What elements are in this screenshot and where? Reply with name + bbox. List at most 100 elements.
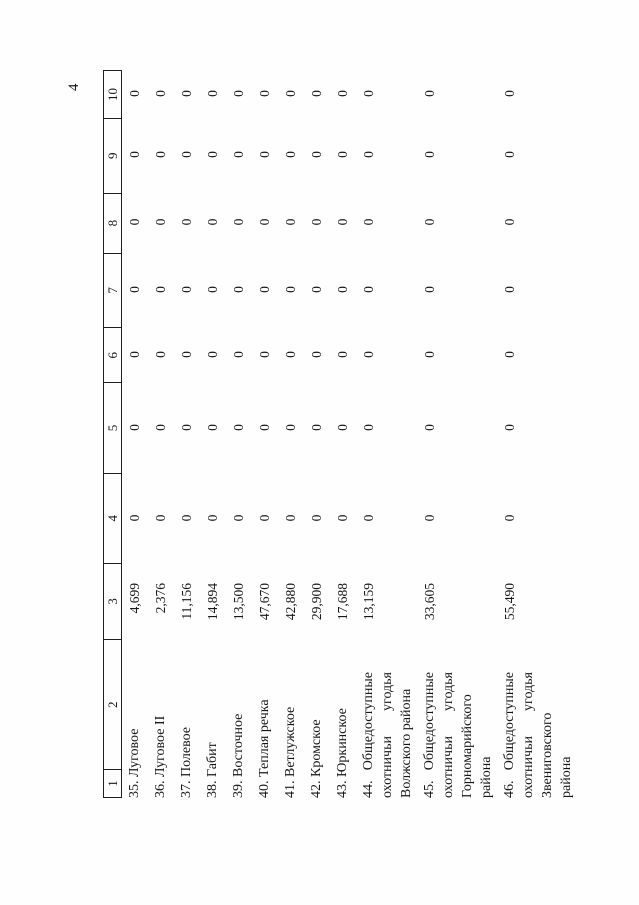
row-name-cell: 43. Юркинское [333,640,352,798]
row-zero-value: 0 [153,151,168,158]
row-zero-value: 0 [179,90,194,97]
row-zero-value: 0 [361,151,376,158]
row-zero-value: 0 [283,218,298,226]
row-area-value: 11,156 [179,583,194,620]
row-zero-value: 0 [335,514,350,522]
column-header: 2 [104,639,121,770]
row-zero-value: 0 [231,351,246,358]
table-row: 43. Юркинское 17,688 0 0 0 0 0 0 0 [333,70,352,798]
row-zero-value: 0 [127,286,142,293]
column-header: 8 [104,192,121,253]
row-zero-value: 0 [309,424,324,431]
row-zero-value: 0 [179,286,194,293]
row-zero-value: 0 [153,218,168,226]
row-name-cell: 40. Теплая речка [255,640,274,798]
row-zero-value: 0 [231,90,246,97]
row-area-value: 14,894 [205,583,220,621]
row-zero-value: 0 [127,514,142,522]
table-header-row: 1 2 3 4 5 6 7 8 9 10 [103,70,122,798]
row-zero-value: 0 [179,218,194,226]
row-zero-value: 0 [231,514,246,522]
row-zero-value: 0 [335,151,350,158]
row-area-value: 13,500 [231,583,246,621]
row-zero-value: 0 [179,351,194,358]
row-zero-value: 0 [422,218,437,226]
row-zero-value: 0 [283,424,298,431]
row-name-cell: 37. Полевое [177,640,196,798]
table-row: 38. Габит 14,894 0 0 0 0 0 0 0 [203,70,222,798]
row-name-text: 39. Восточное [231,713,246,798]
row-zero-value: 0 [502,90,517,97]
row-name-cell: 36. Луговое II [151,640,170,798]
row-zero-value: 0 [309,151,324,158]
row-zero-value: 0 [361,424,376,431]
column-header: 9 [104,117,121,193]
row-zero-value: 0 [283,151,298,158]
row-zero-value: 0 [335,286,350,293]
row-name-text: 46. Общедоступные охотничьи угодья Звени… [502,672,574,798]
row-name-cell: 42. Кромское [307,640,326,798]
row-name-text: 44. Общедоступные охотничьи угодья Волжс… [361,672,414,798]
row-zero-value: 0 [502,151,517,158]
table-row: 37. Полевое 11,156 0 0 0 0 0 0 0 [177,70,196,798]
row-zero-value: 0 [422,514,437,522]
row-area-value: 17,688 [335,583,350,621]
row-zero-value: 0 [422,90,437,97]
row-zero-value: 0 [335,218,350,226]
row-zero-value: 0 [361,286,376,293]
row-area-value: 33,605 [422,583,437,621]
table-row: 35. Луговое 4,699 0 0 0 0 0 0 0 [125,70,144,798]
table-row: 36. Луговое II 2,376 0 0 0 0 0 0 0 [151,70,170,798]
row-name-cell: 38. Габит [203,640,222,798]
column-header: 6 [104,327,121,383]
row-zero-value: 0 [205,351,220,358]
row-name-text: 41. Ветлужское [283,706,298,798]
table-row: 44. Общедоступные охотничьи угодья Волжс… [359,70,416,798]
row-zero-value: 0 [361,351,376,358]
row-zero-value: 0 [205,151,220,158]
row-name-cell: 45. Общедоступные охотничьи угодья Горно… [420,640,496,798]
row-area-value: 47,670 [257,583,272,621]
row-zero-value: 0 [309,351,324,358]
column-header: 4 [104,472,121,563]
row-zero-value: 0 [335,90,350,97]
row-zero-value: 0 [257,424,272,431]
row-zero-value: 0 [422,286,437,293]
row-name-cell: 46. Общедоступные охотничьи угодья Звени… [500,640,576,798]
row-zero-value: 0 [309,218,324,226]
row-zero-value: 0 [257,286,272,293]
row-zero-value: 0 [283,286,298,293]
row-name-text: 37. Полевое [179,726,194,798]
row-name-text: 42. Кромское [309,719,324,798]
table-row: 45. Общедоступные охотничьи угодья Горно… [420,70,496,798]
row-name-text: 38. Габит [205,742,220,798]
row-zero-value: 0 [502,286,517,293]
row-zero-value: 0 [153,514,168,522]
row-area-value: 2,376 [153,583,168,614]
row-name-cell: 44. Общедоступные охотничьи угодья Волжс… [359,640,416,798]
row-zero-value: 0 [257,514,272,522]
column-header: 3 [104,562,121,640]
row-zero-value: 0 [283,514,298,522]
row-name-cell: 39. Восточное [229,640,248,798]
table-row: 40. Теплая речка 47,670 0 0 0 0 0 0 0 [255,70,274,798]
row-zero-value: 0 [309,286,324,293]
row-zero-value: 0 [127,151,142,158]
row-zero-value: 0 [231,151,246,158]
row-zero-value: 0 [179,151,194,158]
table-row: 39. Восточное 13,500 0 0 0 0 0 0 0 [229,70,248,798]
row-area-value: 55,490 [502,583,517,621]
row-zero-value: 0 [153,351,168,358]
row-area-value: 42,880 [283,583,298,621]
row-zero-value: 0 [127,90,142,97]
row-zero-value: 0 [422,351,437,358]
row-zero-value: 0 [231,424,246,431]
row-zero-value: 0 [335,424,350,431]
row-zero-value: 0 [205,90,220,97]
row-zero-value: 0 [257,151,272,158]
row-zero-value: 0 [422,424,437,431]
row-zero-value: 0 [335,351,350,358]
row-zero-value: 0 [231,218,246,226]
row-zero-value: 0 [231,286,246,293]
